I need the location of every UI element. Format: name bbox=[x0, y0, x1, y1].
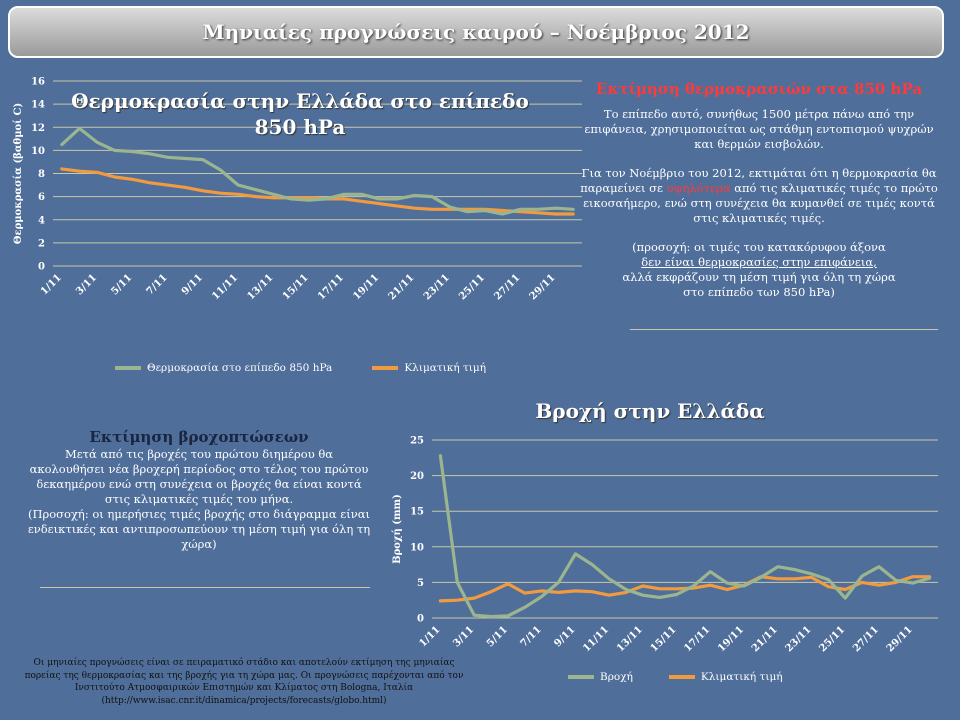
legend-label-rain: Βροχή bbox=[600, 671, 633, 683]
temp-xtick-label: 27/11 bbox=[492, 272, 522, 302]
rain-xtick-label: 13/11 bbox=[615, 624, 645, 654]
rain-xtick-label: 9/11 bbox=[552, 624, 577, 649]
temp-xtick-label: 11/11 bbox=[210, 272, 240, 302]
rain-chart-title: Βροχή στην Ελλάδα bbox=[535, 399, 765, 423]
temperature-legend: Θερμοκρασία στο επίπεδο 850 hPa Κλιματικ… bbox=[115, 362, 486, 374]
page-title: Μηνιαίες προγνώσεις καιρού – Νοέμβριος 2… bbox=[202, 20, 750, 44]
rain-xtick-label: 23/11 bbox=[784, 624, 814, 654]
temp-ytick-label: 0 bbox=[38, 262, 45, 273]
legend-swatch-temp-clim bbox=[372, 366, 399, 370]
rain-xtick-label: 7/11 bbox=[519, 624, 544, 649]
temp-xtick-label: 1/11 bbox=[39, 272, 64, 297]
temperature-para3: (προσοχή: οι τιμές του κατακόρυφου άξονα… bbox=[622, 240, 896, 299]
rain-ytick-label: 10 bbox=[410, 542, 424, 553]
rain-note: (Προσοχή: οι ημερήσιες τιμές βροχής στο … bbox=[27, 507, 371, 551]
legend-label-temp-clim: Κλιματική τιμή bbox=[404, 362, 487, 374]
temp-xtick-label: 15/11 bbox=[281, 272, 311, 302]
temp-ytick-label: 10 bbox=[31, 146, 45, 157]
rain-xtick-label: 21/11 bbox=[750, 624, 780, 654]
temp-xtick-label: 23/11 bbox=[422, 272, 452, 302]
temp-ytick-label: 2 bbox=[38, 238, 45, 249]
legend-swatch-rain bbox=[568, 675, 594, 679]
rain-ytick-label: 0 bbox=[417, 614, 424, 625]
legend-swatch-temp bbox=[115, 366, 141, 370]
rain-text-block: Εκτίμηση βροχοπτώσεων Μετά από τις βροχέ… bbox=[26, 430, 372, 552]
rain-ytick-label: 20 bbox=[410, 471, 424, 482]
rain-xtick-label: 27/11 bbox=[851, 624, 881, 654]
temp-xtick-label: 5/11 bbox=[109, 272, 134, 297]
rain-divider bbox=[40, 587, 370, 588]
rain-heading: Εκτίμηση βροχοπτώσεων bbox=[89, 428, 309, 446]
temp-xtick-label: 7/11 bbox=[145, 272, 170, 297]
temperature-para2: Για τον Νοέμβριο του 2012, εκτιμάται ότι… bbox=[580, 166, 938, 225]
rain-xtick-label: 19/11 bbox=[716, 624, 746, 654]
rain-xtick-label: 11/11 bbox=[581, 624, 611, 654]
temp-ytick-label: 16 bbox=[31, 77, 45, 88]
temp-ytick-label: 14 bbox=[31, 100, 45, 111]
temp-xtick-label: 17/11 bbox=[316, 272, 346, 302]
temp-series-clim-line bbox=[60, 167, 575, 216]
legend-swatch-rain-clim bbox=[668, 675, 695, 679]
temp-ytick-label: 4 bbox=[38, 215, 45, 226]
rain-body: Μετά από τις βροχές του πρώτου διημέρου … bbox=[29, 447, 369, 506]
rain-xtick-label: 5/11 bbox=[485, 624, 510, 649]
temperature-divider bbox=[630, 329, 938, 330]
rain-ytick-label: 5 bbox=[417, 578, 424, 589]
temp-series-main-line bbox=[60, 126, 575, 216]
temperature-para1: Το επίπεδο αυτό, συνήθως 1500 μέτρα πάνω… bbox=[584, 107, 934, 151]
temperature-heading: Εκτίμηση θερμοκρασιών στα 850 hPa bbox=[595, 80, 923, 98]
rain-xtick-label: 29/11 bbox=[885, 624, 915, 654]
rain-series-clim-line bbox=[438, 575, 932, 603]
temperature-text-block: Εκτίμηση θερμοκρασιών στα 850 hPa Το επί… bbox=[574, 82, 944, 300]
rain-xtick-label: 17/11 bbox=[682, 624, 712, 654]
temp-xtick-label: 3/11 bbox=[74, 272, 99, 297]
temp-ytick-label: 6 bbox=[38, 192, 45, 203]
temp-ylabel: Θερμοκρασία (βαθμοί C) bbox=[13, 103, 24, 244]
rain-chart: 0 5 10 15 20 25 1/11 3/11 5/11 7/11 9/11 11/11 13/11… bbox=[392, 436, 938, 654]
temp-xtick-label: 19/11 bbox=[351, 272, 381, 302]
temp-xtick-label: 21/11 bbox=[387, 272, 417, 302]
rain-ytick-label: 25 bbox=[410, 436, 424, 447]
legend-label-rain-clim: Κλιματική τιμή bbox=[700, 671, 783, 683]
title-banner: Μηνιαίες προγνώσεις καιρού – Νοέμβριος 2… bbox=[8, 6, 944, 58]
temp-ytick-label: 8 bbox=[38, 169, 45, 180]
temp-xtick-label: 9/11 bbox=[180, 272, 205, 297]
rain-ytick-label: 15 bbox=[410, 507, 424, 518]
legend-label-temp: Θερμοκρασία στο επίπεδο 850 hPa bbox=[147, 362, 333, 374]
temperature-chart: 0 2 4 6 8 10 12 14 16 1/11 3/11 5/11 7/11 9/11 11/11 13… bbox=[13, 77, 582, 302]
footer-disclaimer: Οι μηνιαίες προγνώσεις είναι σε πειραματ… bbox=[24, 658, 464, 706]
temp-ytick-label: 12 bbox=[31, 123, 45, 134]
rain-ylabel: Βροχή (mm) bbox=[392, 494, 403, 564]
rain-series-main-line bbox=[438, 454, 932, 619]
rain-legend: Βροχή Κλιματική τιμή bbox=[568, 671, 783, 683]
temp-xtick-label: 29/11 bbox=[528, 272, 558, 302]
temperature-chart-title: Θερμοκρασία στην Ελλάδα στο επίπεδο 850 … bbox=[71, 89, 529, 139]
temp-xtick-label: 13/11 bbox=[245, 272, 275, 302]
rain-xtick-label: 25/11 bbox=[817, 624, 847, 654]
rain-xtick-label: 1/11 bbox=[417, 624, 442, 649]
rain-xtick-label: 15/11 bbox=[649, 624, 679, 654]
temp-xtick-label: 25/11 bbox=[457, 272, 487, 302]
rain-xtick-label: 3/11 bbox=[451, 624, 476, 649]
